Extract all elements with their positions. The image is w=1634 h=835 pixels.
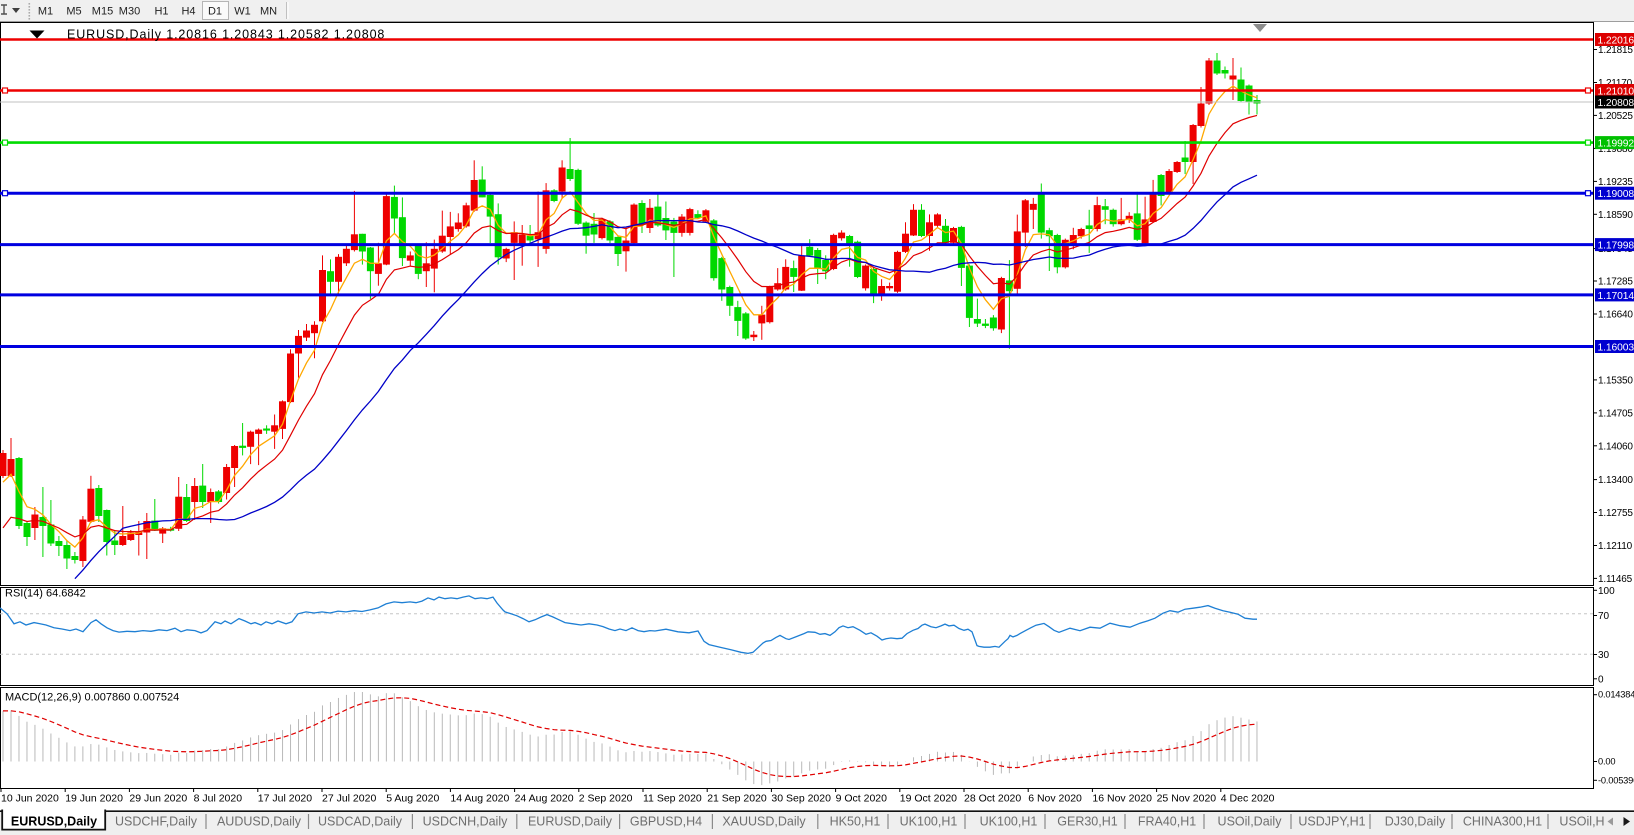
svg-text:0.00: 0.00: [1598, 757, 1615, 767]
svg-text:2 Sep 2020: 2 Sep 2020: [579, 793, 633, 805]
svg-text:W1: W1: [234, 6, 251, 18]
svg-text:RSI(14) 64.6842: RSI(14) 64.6842: [5, 588, 86, 600]
svg-text:1.21010: 1.21010: [1598, 87, 1634, 98]
svg-text:0: 0: [1598, 674, 1604, 685]
svg-text:CHINA300,H1: CHINA300,H1: [1463, 815, 1542, 829]
svg-text:M15: M15: [92, 6, 113, 18]
svg-text:30 Sep 2020: 30 Sep 2020: [771, 793, 831, 805]
svg-text:USDCAD,Daily: USDCAD,Daily: [318, 815, 403, 829]
svg-text:1.19992: 1.19992: [1598, 139, 1634, 150]
svg-text:17 Jul 2020: 17 Jul 2020: [258, 793, 312, 805]
svg-text:19 Jun 2020: 19 Jun 2020: [65, 793, 123, 805]
svg-text:21 Sep 2020: 21 Sep 2020: [707, 793, 767, 805]
svg-text:1.20808: 1.20808: [1598, 98, 1634, 109]
svg-text:1.12110: 1.12110: [1598, 541, 1633, 552]
svg-text:GBPUSD,H4: GBPUSD,H4: [630, 815, 702, 829]
svg-text:24 Aug 2020: 24 Aug 2020: [515, 793, 574, 805]
svg-text:6 Nov 2020: 6 Nov 2020: [1028, 793, 1082, 805]
svg-text:5 Aug 2020: 5 Aug 2020: [386, 793, 439, 805]
svg-text:25 Nov 2020: 25 Nov 2020: [1157, 793, 1217, 805]
svg-text:1.19008: 1.19008: [1598, 189, 1634, 200]
svg-text:H4: H4: [181, 6, 195, 18]
svg-text:1.19235: 1.19235: [1598, 177, 1633, 188]
svg-text:1.13400: 1.13400: [1598, 475, 1633, 486]
svg-text:9 Oct 2020: 9 Oct 2020: [836, 793, 888, 805]
svg-text:MN: MN: [260, 6, 277, 18]
svg-text:1.16003: 1.16003: [1598, 343, 1634, 354]
svg-text:1.21170: 1.21170: [1598, 78, 1633, 89]
svg-text:14 Aug 2020: 14 Aug 2020: [450, 793, 509, 805]
svg-text:UK100,H1: UK100,H1: [980, 815, 1038, 829]
svg-text:1.12755: 1.12755: [1598, 508, 1633, 519]
svg-text:USDCNH,Daily: USDCNH,Daily: [423, 815, 508, 829]
svg-text:D1: D1: [208, 6, 222, 18]
svg-text:1.11465: 1.11465: [1598, 574, 1633, 585]
svg-text:DJ30,Daily: DJ30,Daily: [1385, 815, 1446, 829]
svg-text:AUDUSD,Daily: AUDUSD,Daily: [217, 815, 302, 829]
svg-text:M30: M30: [119, 6, 140, 18]
svg-text:USDJPY,H1: USDJPY,H1: [1298, 815, 1365, 829]
svg-text:1.15350: 1.15350: [1598, 375, 1633, 386]
svg-text:0.014384: 0.014384: [1598, 690, 1634, 700]
svg-text:1.20525: 1.20525: [1598, 111, 1633, 122]
svg-text:70: 70: [1598, 611, 1610, 622]
svg-text:1.17285: 1.17285: [1598, 277, 1633, 288]
svg-text:FRA40,H1: FRA40,H1: [1138, 815, 1196, 829]
svg-text:HK50,H1: HK50,H1: [830, 815, 881, 829]
svg-text:30: 30: [1598, 650, 1610, 661]
svg-text:1.14705: 1.14705: [1598, 408, 1633, 419]
svg-text:1.17998: 1.17998: [1598, 241, 1634, 252]
svg-text:100: 100: [1598, 586, 1615, 597]
svg-text:1.22016: 1.22016: [1598, 36, 1634, 47]
svg-text:M5: M5: [66, 6, 81, 18]
svg-text:4 Dec 2020: 4 Dec 2020: [1221, 793, 1275, 805]
svg-text:8 Jul 2020: 8 Jul 2020: [194, 793, 243, 805]
svg-text:EURUSD,Daily: EURUSD,Daily: [528, 815, 613, 829]
svg-text:USOil,Daily: USOil,Daily: [1218, 815, 1283, 829]
svg-text:1.18590: 1.18590: [1598, 210, 1633, 221]
svg-text:EURUSD,Daily 1.20816 1.20843: EURUSD,Daily 1.20816 1.20843 1.20582 1.2…: [67, 28, 385, 42]
svg-text:11 Sep 2020: 11 Sep 2020: [643, 793, 702, 805]
svg-text:28 Oct 2020: 28 Oct 2020: [964, 793, 1021, 805]
svg-text:10 Jun 2020: 10 Jun 2020: [1, 793, 59, 805]
svg-text:29 Jun 2020: 29 Jun 2020: [129, 793, 187, 805]
svg-text:-0.005396: -0.005396: [1598, 775, 1634, 785]
svg-text:USDCHF,Daily: USDCHF,Daily: [115, 815, 198, 829]
svg-text:27 Jul 2020: 27 Jul 2020: [322, 793, 376, 805]
svg-text:1.16640: 1.16640: [1598, 310, 1633, 321]
svg-text:16 Nov 2020: 16 Nov 2020: [1092, 793, 1152, 805]
svg-text:19 Oct 2020: 19 Oct 2020: [900, 793, 957, 805]
svg-text:1.19880: 1.19880: [1598, 144, 1633, 155]
svg-text:XAUUSD,Daily: XAUUSD,Daily: [722, 815, 806, 829]
svg-text:USOil,H: USOil,H: [1559, 815, 1604, 829]
svg-text:UK100,H1: UK100,H1: [900, 815, 958, 829]
svg-text:EURUSD,Daily: EURUSD,Daily: [11, 815, 97, 829]
svg-text:MACD(12,26,9) 0.007860 0.00752: MACD(12,26,9) 0.007860 0.007524: [5, 692, 179, 704]
svg-text:1.14060: 1.14060: [1598, 441, 1633, 452]
svg-text:1.21815: 1.21815: [1598, 45, 1633, 56]
svg-text:1.17014: 1.17014: [1598, 291, 1634, 302]
svg-text:GER30,H1: GER30,H1: [1057, 815, 1117, 829]
svg-text:H1: H1: [154, 6, 168, 18]
svg-text:M1: M1: [38, 6, 53, 18]
